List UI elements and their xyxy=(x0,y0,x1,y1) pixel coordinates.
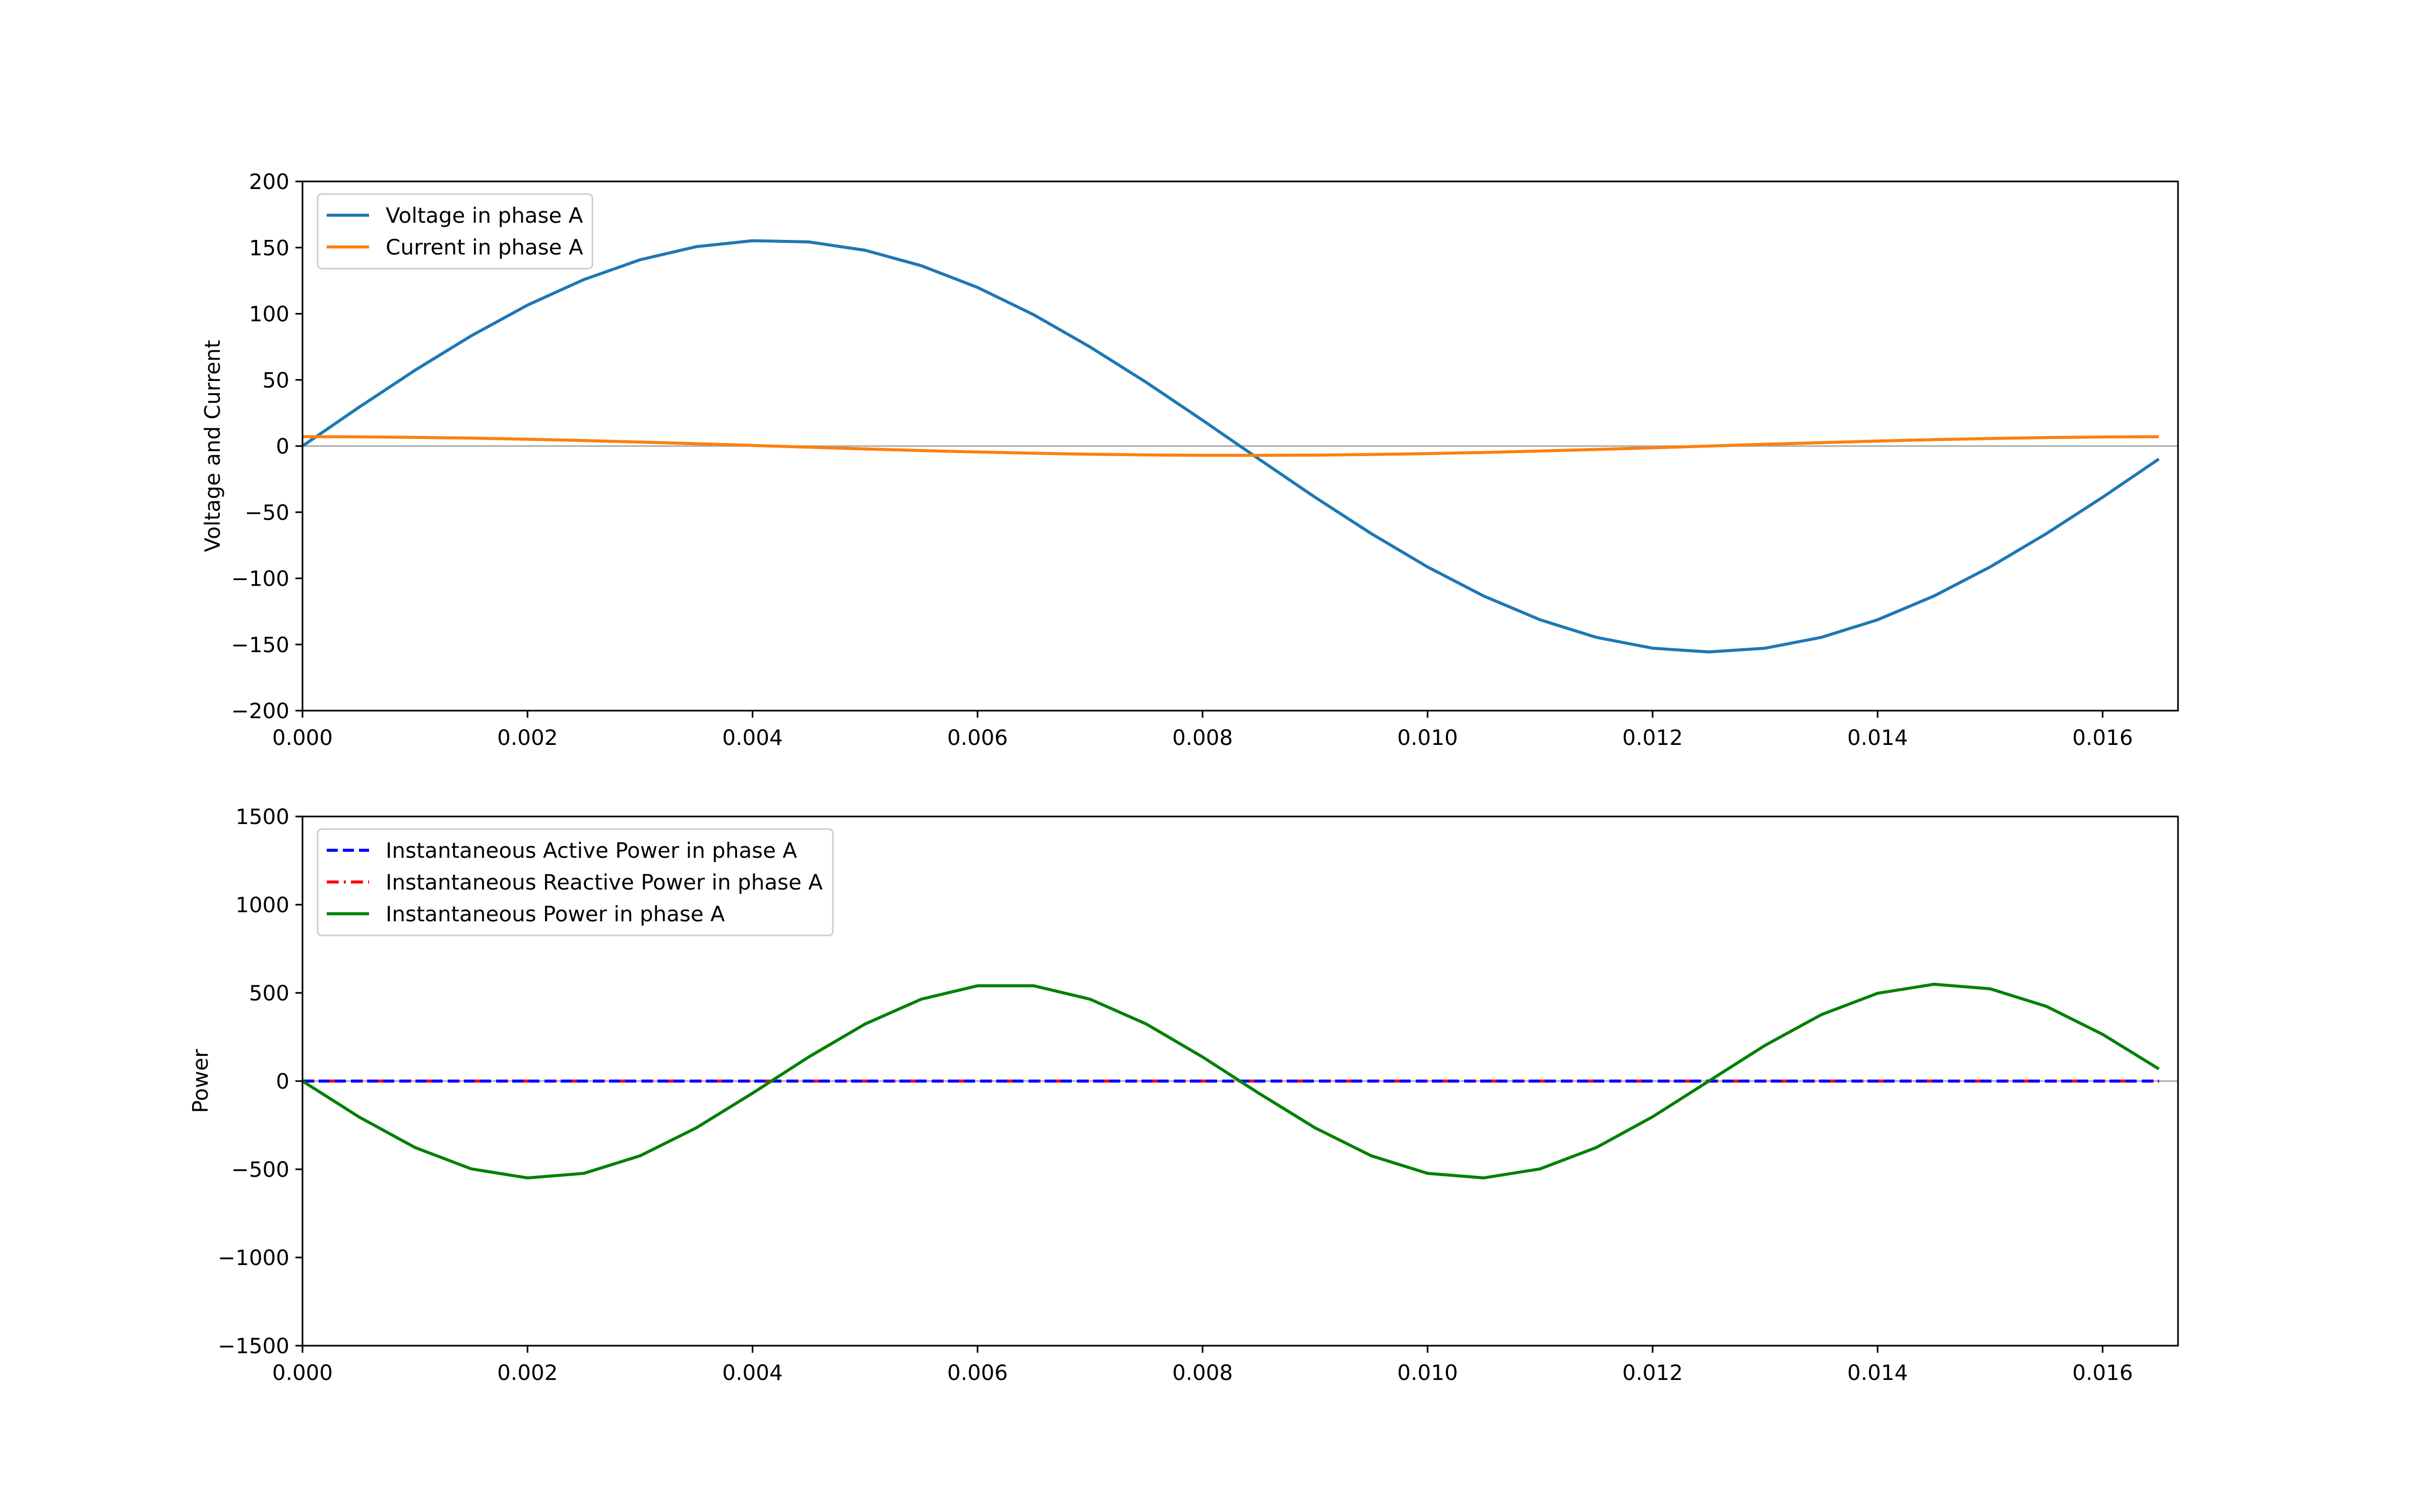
x-tick-label: 0.010 xyxy=(1397,1360,1458,1385)
x-tick-label: 0.006 xyxy=(947,1360,1008,1385)
y-tick-label: 50 xyxy=(263,368,289,393)
x-tick-label: 0.002 xyxy=(497,1360,558,1385)
legend-label: Instantaneous Reactive Power in phase A xyxy=(386,870,823,895)
x-tick-label: 0.014 xyxy=(1847,1360,1908,1385)
y-tick-label: 150 xyxy=(249,235,289,260)
y-tick-label: −50 xyxy=(245,500,289,525)
legend: Instantaneous Active Power in phase A Ins… xyxy=(317,828,834,936)
y-tick-label: 200 xyxy=(249,169,289,194)
series-line-current-in-phase-a xyxy=(302,435,2159,457)
y-tick-label: 0 xyxy=(276,434,289,459)
series-line-voltage-in-phase-a xyxy=(301,239,2160,654)
x-tick-label: 0.010 xyxy=(1397,725,1458,750)
x-tick-label: 0.002 xyxy=(497,725,558,750)
series-line-instantaneous-power-in-phase-a xyxy=(301,982,2160,1180)
x-tick-label: 0.008 xyxy=(1172,725,1233,750)
x-tick-label: 0.012 xyxy=(1622,725,1683,750)
x-tick-label: 0.006 xyxy=(947,725,1008,750)
legend-label: Instantaneous Power in phase A xyxy=(386,902,725,926)
y-tick-label: −150 xyxy=(231,633,289,657)
y-tick-label: 0 xyxy=(276,1069,289,1094)
y-tick-label: 1000 xyxy=(235,893,289,917)
y-tick-label: 1500 xyxy=(235,804,289,829)
legend-label: Voltage in phase A xyxy=(386,203,583,228)
x-tick-label: 0.004 xyxy=(722,1360,782,1385)
legend: Voltage in phase A Current in phase A xyxy=(317,193,593,270)
x-tick-label: 0.016 xyxy=(2072,725,2133,750)
legend-label: Current in phase A xyxy=(386,235,583,260)
y-tick-label: 100 xyxy=(249,302,289,327)
y-axis-label: Power xyxy=(188,1049,213,1113)
x-tick-label: 0.000 xyxy=(272,725,333,750)
y-tick-label: −1500 xyxy=(218,1334,289,1358)
x-tick-label: 0.014 xyxy=(1847,725,1908,750)
voltage-current-subplot: 0.000 0.002 0.004 0.006 0.008 0.010 0.012 0.014… xyxy=(200,169,2179,750)
x-tick-label: 0.016 xyxy=(2072,1360,2133,1385)
x-tick-label: 0.004 xyxy=(722,725,782,750)
y-tick-label: −100 xyxy=(231,566,289,591)
y-tick-label: 500 xyxy=(249,981,289,1005)
power-subplot: 0.000 0.002 0.004 0.006 0.008 0.010 0.012 0.014… xyxy=(188,804,2179,1385)
y-tick-label: −200 xyxy=(231,699,289,723)
x-tick-label: 0.012 xyxy=(1622,1360,1683,1385)
legend-label: Instantaneous Active Power in phase A xyxy=(386,838,797,863)
x-tick-label: 0.008 xyxy=(1172,1360,1233,1385)
x-tick-label: 0.000 xyxy=(272,1360,333,1385)
legend-box xyxy=(317,828,834,936)
y-tick-label: −1000 xyxy=(218,1245,289,1270)
y-axis-label: Voltage and Current xyxy=(200,340,225,552)
y-tick-label: −500 xyxy=(231,1157,289,1182)
legend-box xyxy=(317,193,593,270)
